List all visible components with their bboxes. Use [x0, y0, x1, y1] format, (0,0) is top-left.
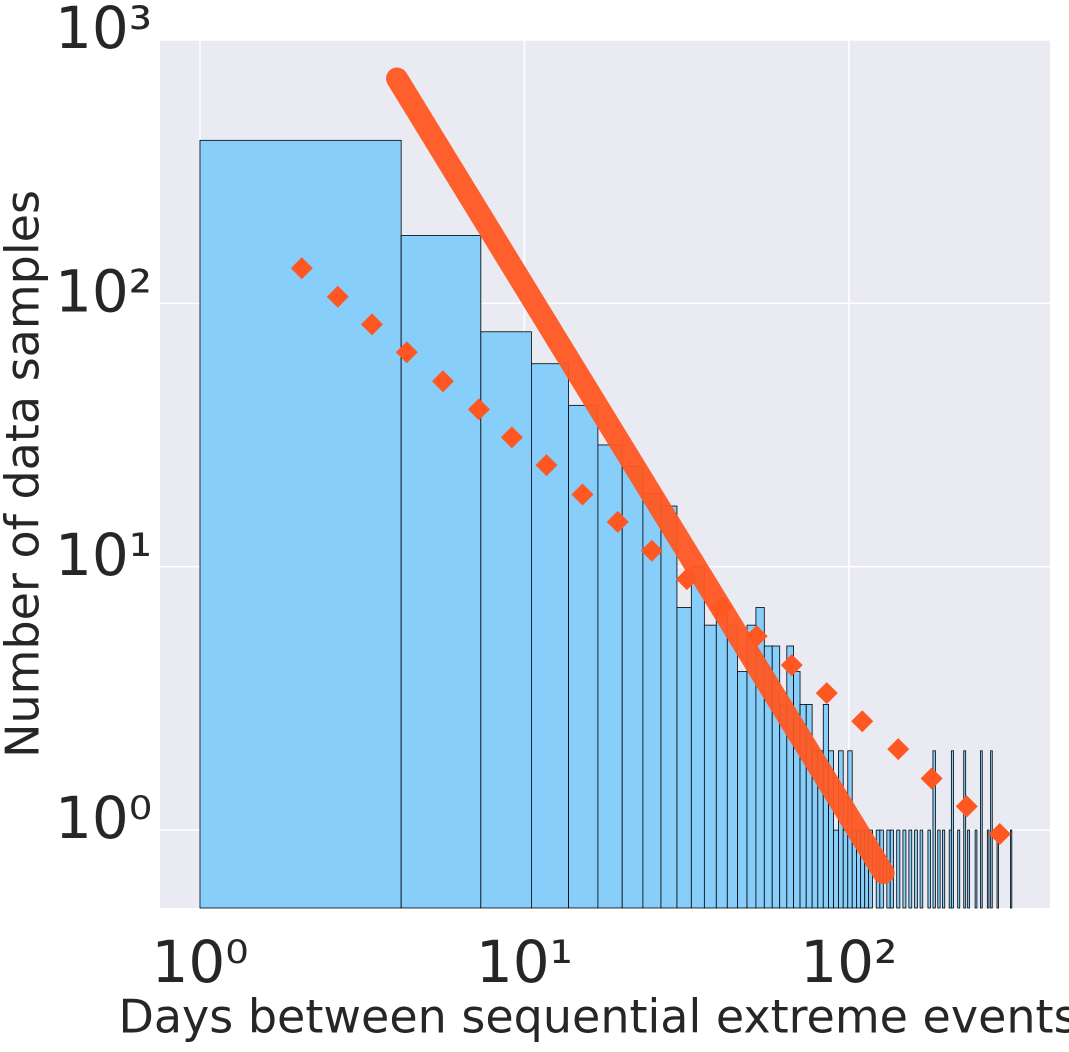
bar: [660, 505, 678, 909]
bar: [980, 750, 983, 909]
diamond-marker: [675, 568, 698, 591]
bar: [676, 607, 692, 909]
x-axis-label: Days between sequential extreme events: [118, 990, 1069, 1044]
bar: [1010, 829, 1013, 909]
diamond-marker: [326, 285, 349, 308]
diamond-marker: [395, 341, 418, 364]
bar: [919, 829, 924, 909]
x-tick-label: 10⁰: [151, 928, 248, 996]
x-tick-label: 10¹: [476, 928, 573, 996]
diamond-marker: [290, 257, 313, 280]
diamond-marker: [920, 767, 943, 790]
bar: [621, 466, 644, 909]
bar: [737, 671, 748, 909]
y-tick-label: 10¹: [55, 521, 152, 589]
diamond-marker: [887, 738, 910, 761]
bar: [974, 829, 978, 909]
diamond-marker: [431, 370, 454, 393]
diamond-marker: [571, 483, 594, 506]
diamond-marker: [988, 823, 1011, 846]
bar: [902, 829, 907, 909]
y-tick-label: 10⁰: [55, 784, 152, 852]
tick-labels: 10⁰ 10¹ 10² 10⁰ 10¹ 10² 10³: [55, 0, 897, 996]
bar: [828, 750, 834, 909]
bar: [937, 829, 941, 909]
diamond-marker: [815, 682, 838, 705]
bar: [779, 704, 788, 909]
y-axis-label: Number of data samples: [0, 190, 50, 758]
bar: [833, 829, 839, 909]
bar: [715, 607, 728, 909]
bar: [480, 331, 532, 909]
diamond-marker: [745, 625, 768, 648]
diamond-marker: [360, 313, 383, 336]
bar: [986, 829, 990, 909]
bar: [908, 829, 913, 909]
bar: [950, 750, 954, 909]
bar: [838, 750, 844, 909]
x-tick-label: 10²: [800, 928, 897, 996]
bar: [531, 363, 569, 909]
y-tick-label: 10²: [55, 257, 152, 325]
bar: [786, 645, 794, 909]
bar: [199, 139, 402, 909]
y-tick-label: 10³: [55, 0, 152, 62]
bar: [842, 829, 849, 909]
bar: [932, 750, 936, 909]
bar: [896, 829, 901, 909]
diamond-marker: [467, 398, 490, 421]
bar: [568, 404, 599, 909]
bar: [690, 566, 705, 909]
bar: [400, 235, 482, 909]
bar: [927, 829, 931, 909]
overlays: [290, 67, 1011, 885]
bar: [822, 704, 829, 909]
bar: [914, 829, 918, 909]
diamond-marker: [535, 454, 558, 477]
bar: [726, 624, 738, 909]
bar: [990, 750, 993, 909]
diamond-marker: [500, 426, 523, 449]
fit-line: [386, 67, 895, 885]
diamond-marker: [710, 596, 733, 619]
bar: [967, 829, 970, 909]
diamond-marker: [780, 654, 803, 677]
bar: [963, 750, 967, 909]
bar: [942, 829, 946, 909]
diamond-marker: [606, 510, 629, 533]
diamond-marker: [851, 710, 874, 733]
diamond-marker: [955, 795, 978, 818]
bar: [957, 829, 961, 909]
bar: [703, 624, 717, 909]
diamond-marker: [640, 539, 663, 562]
